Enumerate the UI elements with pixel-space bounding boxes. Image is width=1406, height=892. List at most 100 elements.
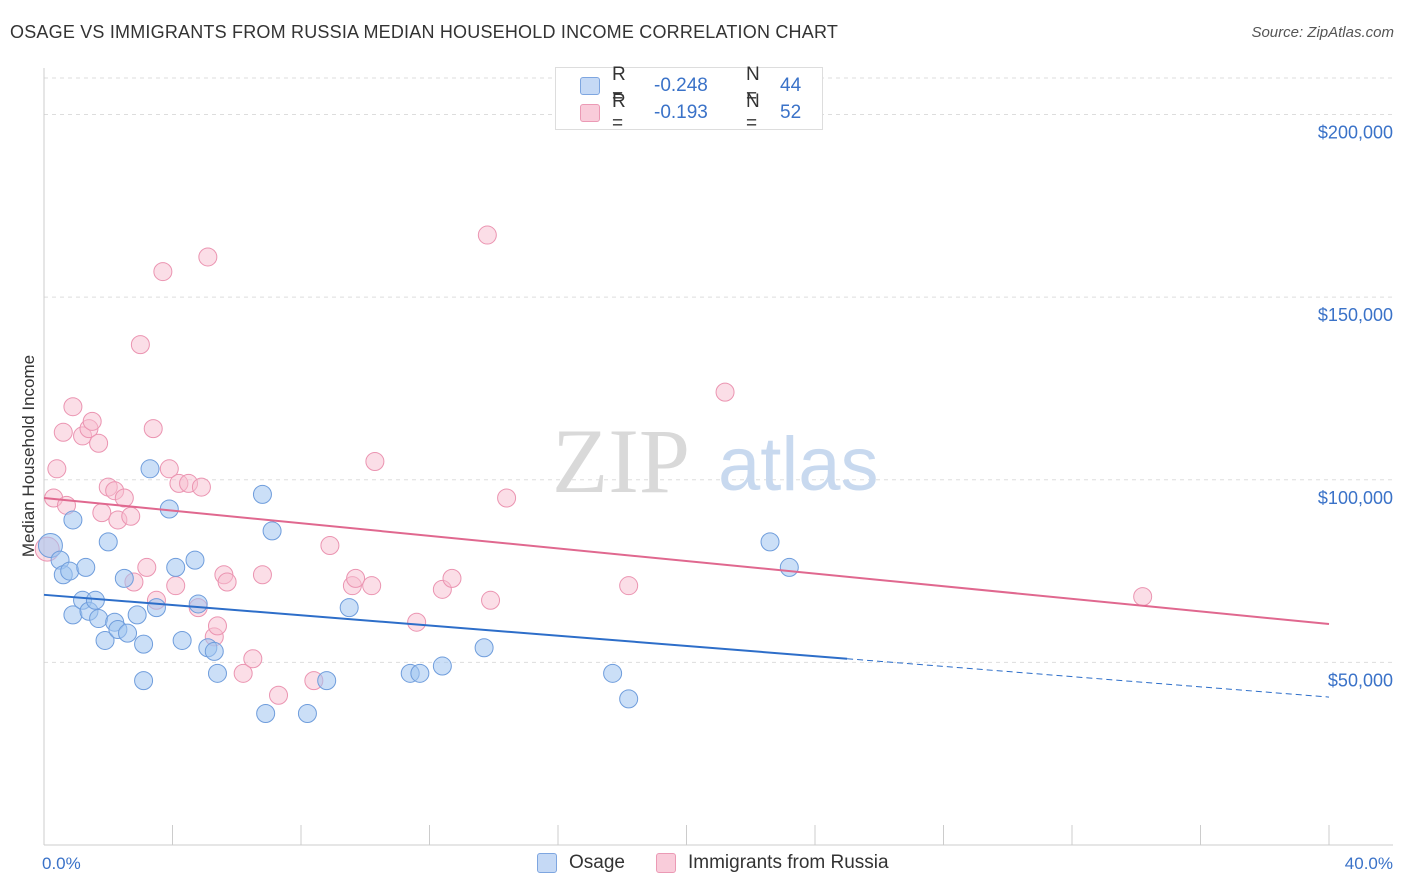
y-tick-label-3: $200,000 <box>1318 123 1393 143</box>
osage-point-19 <box>134 671 154 691</box>
russia-trend-line <box>43 497 1330 626</box>
correlation-legend: R = -0.248 N = 44 R = -0.193 N = 52 <box>555 64 823 134</box>
r-label: R = <box>612 91 626 134</box>
russia-legend-swatch <box>656 853 676 873</box>
osage-point-39 <box>474 638 494 658</box>
chart-source: Source: ZipAtlas.com <box>1251 24 1394 41</box>
osage-point-4 <box>63 510 83 530</box>
russia-point-27 <box>191 477 211 497</box>
osage-point-15 <box>114 568 134 588</box>
x-ticks <box>43 825 1330 845</box>
osage-legend-label: Osage <box>569 852 625 873</box>
trend-lines <box>43 497 1330 698</box>
x-tick-label-min: 0.0% <box>42 854 81 873</box>
osage-point-16 <box>118 623 138 643</box>
russia-point-36 <box>269 685 289 705</box>
russia-point-30 <box>207 616 227 636</box>
osage-point-3 <box>60 561 80 581</box>
y-axis-label: Median Household Income <box>19 355 38 557</box>
legend-item-osage: Osage <box>537 852 625 874</box>
russia-point-2 <box>47 459 67 479</box>
y-tick-label-0: $50,000 <box>1328 670 1393 690</box>
russia-point-15 <box>121 506 141 526</box>
osage-trend-extension <box>847 658 1330 698</box>
russia-point-28 <box>198 247 218 267</box>
russia-point-34 <box>243 649 263 669</box>
russia-point-10 <box>92 503 112 523</box>
osage-point-11 <box>95 630 115 650</box>
x-tick-label-max: 40.0% <box>1345 854 1393 873</box>
osage-point-26 <box>188 594 208 614</box>
russia-point-46 <box>477 225 497 245</box>
osage-point-25 <box>185 550 205 570</box>
legend-row-russia: R = -0.193 N = 52 <box>580 91 802 134</box>
osage-point-43 <box>779 557 799 577</box>
osage-legend-swatch <box>537 853 557 873</box>
russia-point-23 <box>166 576 186 596</box>
r-value: -0.248 <box>654 75 708 96</box>
osage-point-40 <box>603 663 623 683</box>
osage-point-28 <box>204 641 224 661</box>
osage-trend-line <box>43 593 848 660</box>
osage-point-32 <box>262 521 282 541</box>
legend-item-russia: Immigrants from Russia <box>656 852 889 874</box>
russia-point-43 <box>407 612 427 632</box>
watermark-atlas: atlas <box>718 422 879 507</box>
russia-point-35 <box>252 565 272 585</box>
russia-swatch <box>580 104 600 122</box>
russia-point-32 <box>217 572 237 592</box>
chart-title: OSAGE VS IMMIGRANTS FROM RUSSIA MEDIAN H… <box>10 22 839 42</box>
russia-point-40 <box>346 568 366 588</box>
n-value: 52 <box>780 102 802 123</box>
russia-legend-label: Immigrants from Russia <box>688 852 889 873</box>
osage-point-33 <box>297 704 317 724</box>
russia-point-8 <box>82 411 102 431</box>
russia-point-19 <box>143 419 163 439</box>
axes <box>43 68 1393 846</box>
osage-swatch <box>580 77 600 95</box>
osage-point-18 <box>134 634 154 654</box>
russia-point-47 <box>481 590 501 610</box>
n-value: 44 <box>780 75 802 96</box>
osage-point-29 <box>207 663 227 683</box>
y-tick-labels: $50,000 $100,000 $150,000 $200,000 <box>1318 123 1393 691</box>
osage-point-38 <box>432 656 452 676</box>
russia-point-22 <box>159 459 179 479</box>
russia-point-33 <box>233 663 253 683</box>
osage-point-21 <box>146 598 166 618</box>
osage-point-42 <box>760 532 780 552</box>
watermark-zip: ZIP <box>552 410 690 512</box>
n-label: N = <box>746 91 760 134</box>
russia-point-3 <box>53 422 73 442</box>
russia-point-5 <box>63 397 83 417</box>
osage-point-12 <box>98 532 118 552</box>
grid-lines <box>44 77 1393 663</box>
y-tick-label-1: $100,000 <box>1318 488 1393 508</box>
series-legend: Osage Immigrants from Russia <box>0 852 1406 876</box>
russia-point-38 <box>320 536 340 556</box>
r-value: -0.193 <box>654 102 708 123</box>
russia-point-42 <box>365 452 385 471</box>
russia-point-21 <box>153 262 173 282</box>
osage-point-20 <box>140 459 160 479</box>
russia-point-45 <box>442 568 462 588</box>
osage-point-17 <box>127 605 147 625</box>
osage-point-23 <box>166 557 186 577</box>
russia-point-50 <box>715 382 735 402</box>
series-osage-points <box>37 459 799 724</box>
russia-point-18 <box>137 557 157 577</box>
osage-point-7 <box>76 557 96 577</box>
osage-point-30 <box>252 484 272 504</box>
osage-point-24 <box>172 630 192 650</box>
russia-point-49 <box>619 576 639 596</box>
russia-point-51 <box>1133 587 1153 607</box>
osage-point-37 <box>410 663 430 683</box>
osage-point-10 <box>89 609 109 629</box>
osage-point-34 <box>317 671 337 691</box>
russia-point-17 <box>130 335 150 355</box>
osage-point-41 <box>619 689 639 709</box>
russia-point-14 <box>114 488 134 508</box>
russia-point-48 <box>497 488 517 508</box>
legend-row-osage: R = -0.248 N = 44 <box>580 64 802 107</box>
